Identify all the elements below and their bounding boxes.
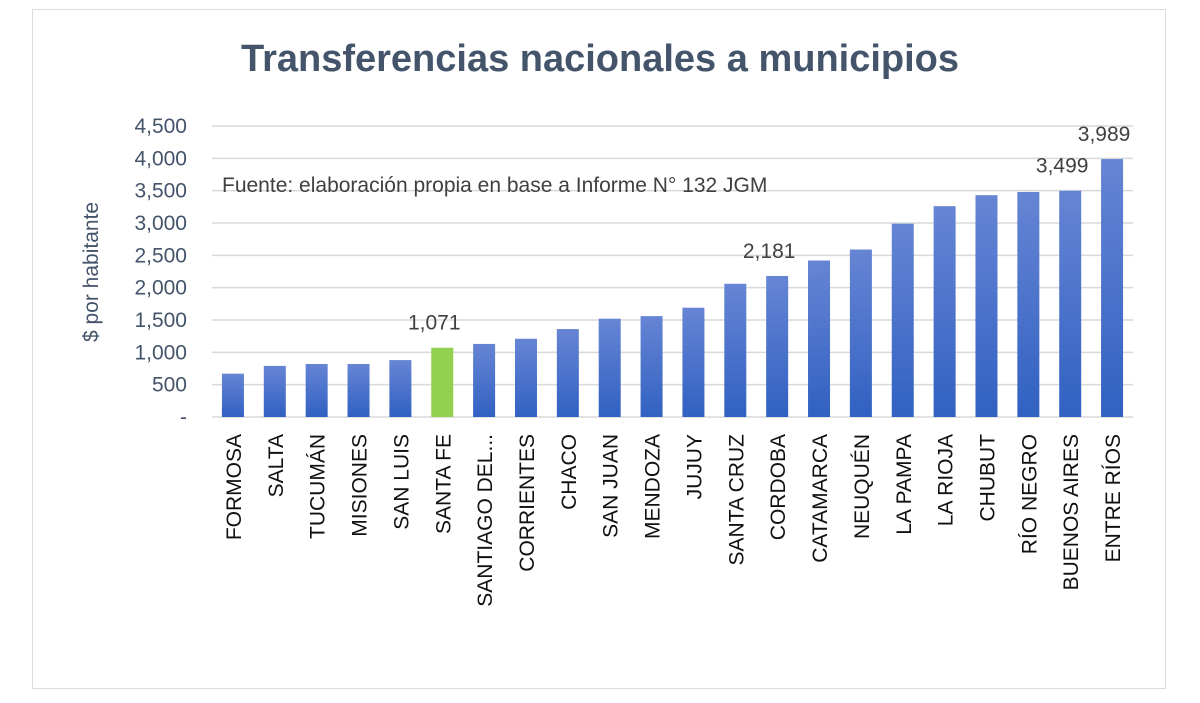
data-label: 1,071: [408, 312, 461, 335]
category-labels: FORMOSA SALTA TUCUMÁN MISIONES SAN LUIS SANTA…: [223, 434, 1125, 607]
bar: [305, 363, 328, 417]
bar: [724, 283, 747, 417]
bar: [891, 223, 914, 417]
bar: [389, 360, 412, 417]
bar: [975, 195, 998, 417]
data-label: 3,499: [1036, 155, 1089, 178]
y-tick-label: 1,000: [134, 341, 187, 364]
bar: [556, 329, 579, 417]
category-label: CHUBUT: [976, 434, 999, 522]
category-label: CHACO: [558, 434, 581, 510]
category-label: CORDOBA: [767, 434, 790, 540]
bar: [598, 318, 621, 417]
category-label: NEUQUÉN: [851, 434, 874, 539]
category-label: FORMOSA: [223, 434, 246, 540]
bar: [766, 275, 789, 417]
bar: [849, 249, 872, 417]
y-tick-label: 2,500: [134, 244, 187, 267]
bar: [514, 338, 537, 417]
category-label: RÍO NEGRO: [1018, 434, 1041, 554]
y-tick-label: 4,000: [134, 147, 187, 170]
y-tick-label: 3,000: [134, 212, 187, 235]
bar: [1101, 159, 1124, 417]
y-tick-label: 4,500: [134, 115, 187, 138]
category-label: MENDOZA: [642, 434, 665, 539]
category-label: CATAMARCA: [809, 434, 832, 563]
chart-title: Transferencias nacionales a municipios: [240, 38, 960, 80]
category-label: BUENOS AIRES: [1060, 434, 1083, 590]
bar: [347, 363, 370, 417]
data-label: 2,181: [743, 240, 796, 263]
bar: [682, 307, 705, 417]
category-label: SANTA FE: [432, 434, 455, 534]
bar: [808, 260, 831, 417]
category-label: SAN JUAN: [600, 434, 623, 538]
source-annotation: Fuente: elaboración propia en base a Inf…: [222, 174, 767, 197]
category-label: JUJUY: [683, 434, 706, 499]
category-label: LA PAMPA: [893, 434, 916, 535]
bar: [640, 316, 663, 417]
bar: [263, 365, 286, 417]
category-label: LA RIOJA: [935, 434, 958, 526]
bars: [221, 159, 1124, 417]
y-axis-ticks: - 500 1,000 1,500 2,000 2,500 3,000 3,500 4,000 4…: [134, 115, 187, 429]
y-tick-label: 3,500: [134, 180, 187, 203]
category-label: ENTRE RÍOS: [1102, 434, 1125, 562]
bar: [473, 343, 496, 417]
y-axis-label: $ por habitante: [80, 202, 103, 342]
y-tick-label: 500: [152, 374, 187, 397]
bar: [933, 206, 956, 417]
bar: [221, 373, 244, 417]
data-label: 3,989: [1078, 123, 1131, 146]
bar: [1059, 190, 1082, 417]
y-tick-label: -: [180, 406, 187, 429]
category-label: MISIONES: [349, 434, 372, 537]
category-label: SANTA CRUZ: [725, 434, 748, 566]
y-tick-label: 1,500: [134, 309, 187, 332]
data-labels: 1,071 2,181 3,499 3,989: [408, 123, 1130, 335]
category-label: SANTIAGO DEL...: [474, 434, 497, 607]
category-label: SALTA: [265, 434, 288, 497]
bar: [431, 347, 454, 417]
category-label: SAN LUIS: [390, 434, 413, 530]
bar: [1017, 191, 1040, 417]
category-label: TUCUMÁN: [307, 434, 330, 539]
category-label: CORRIENTES: [516, 434, 539, 572]
y-tick-label: 2,000: [134, 277, 187, 300]
